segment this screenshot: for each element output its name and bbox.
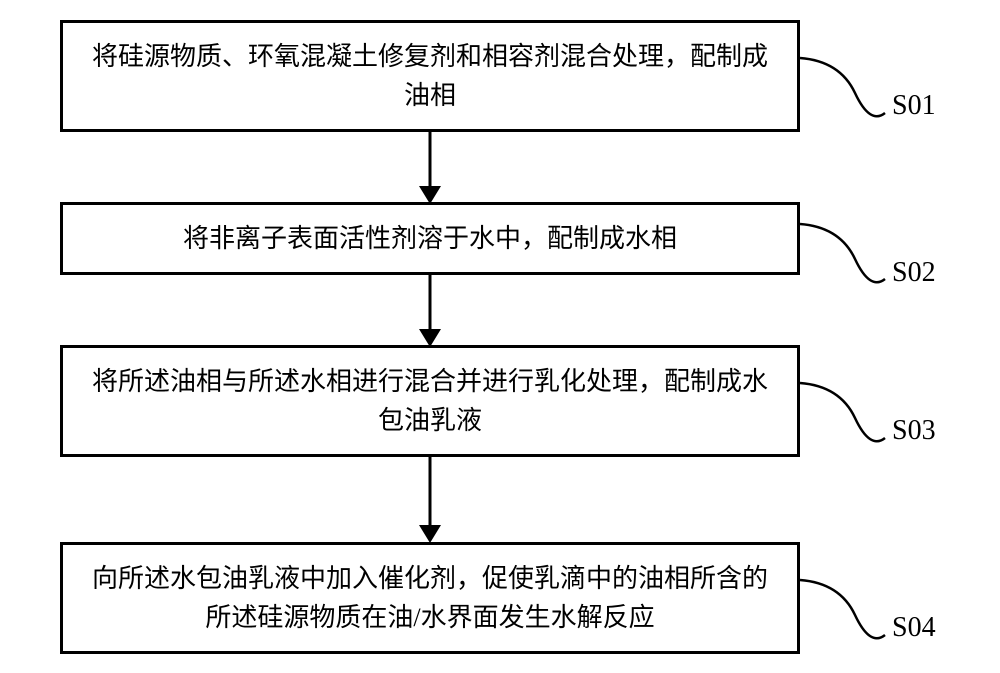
step-box-s04: 向所述水包油乳液中加入催化剂，促使乳滴中的油相所含的所述硅源物质在油/水界面发生…: [60, 542, 800, 654]
flowchart-step: 将硅源物质、环氧混凝土修复剂和相容剂混合处理，配制成油相 S01: [60, 20, 940, 132]
step-label-s01: S01: [892, 90, 936, 122]
arrow: [60, 457, 800, 542]
step-label-s03: S03: [892, 415, 936, 447]
step-box-s03: 将所述油相与所述水相进行混合并进行乳化处理，配制成水包油乳液: [60, 345, 800, 457]
flowchart-step: 将非离子表面活性剂溶于水中，配制成水相 S02: [60, 202, 940, 275]
arrow: [60, 132, 800, 202]
step-text: 将非离子表面活性剂溶于水中，配制成水相: [183, 219, 677, 258]
step-text: 将硅源物质、环氧混凝土修复剂和相容剂混合处理，配制成油相: [83, 37, 777, 115]
arrow-shaft: [429, 132, 432, 190]
step-label-s04: S04: [892, 612, 936, 644]
flowchart-step: 向所述水包油乳液中加入催化剂，促使乳滴中的油相所含的所述硅源物质在油/水界面发生…: [60, 542, 940, 654]
flowchart-step: 将所述油相与所述水相进行混合并进行乳化处理，配制成水包油乳液 S03: [60, 345, 940, 457]
arrow-shaft: [429, 275, 432, 333]
flowchart-container: 将硅源物质、环氧混凝土修复剂和相容剂混合处理，配制成油相 S01 将非离子表面活…: [60, 20, 940, 654]
step-text: 向所述水包油乳液中加入催化剂，促使乳滴中的油相所含的所述硅源物质在油/水界面发生…: [83, 559, 777, 637]
arrow-head-icon: [419, 525, 441, 543]
arrow-shaft: [429, 457, 432, 529]
step-text: 将所述油相与所述水相进行混合并进行乳化处理，配制成水包油乳液: [83, 362, 777, 440]
step-label-s02: S02: [892, 257, 936, 289]
step-box-s02: 将非离子表面活性剂溶于水中，配制成水相: [60, 202, 800, 275]
step-box-s01: 将硅源物质、环氧混凝土修复剂和相容剂混合处理，配制成油相: [60, 20, 800, 132]
arrow: [60, 275, 800, 345]
